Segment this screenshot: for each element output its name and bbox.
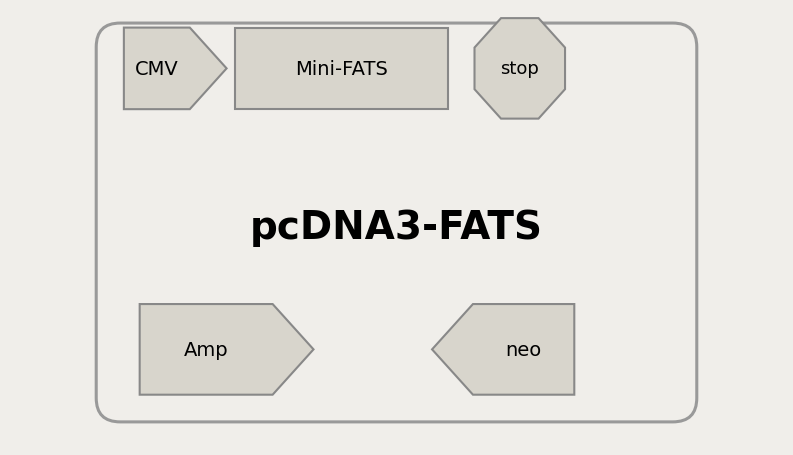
- Polygon shape: [124, 29, 227, 110]
- Text: stop: stop: [500, 60, 539, 78]
- Text: neo: neo: [505, 340, 542, 359]
- Text: pcDNA3-FATS: pcDNA3-FATS: [250, 208, 543, 247]
- Polygon shape: [432, 304, 574, 395]
- FancyBboxPatch shape: [235, 29, 448, 110]
- Polygon shape: [474, 19, 565, 119]
- Text: CMV: CMV: [135, 60, 178, 79]
- Polygon shape: [140, 304, 313, 395]
- Text: Amp: Amp: [184, 340, 228, 359]
- Text: Mini-FATS: Mini-FATS: [295, 60, 388, 79]
